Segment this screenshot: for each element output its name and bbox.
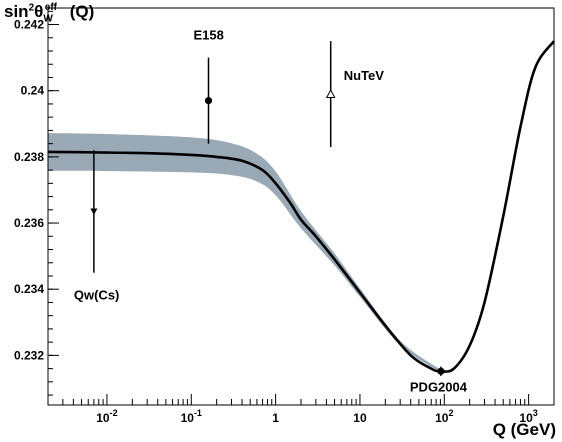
sm-prediction-curve bbox=[47, 40, 556, 373]
data-point-pdg2004: PDG2004 bbox=[410, 366, 468, 394]
point-marker bbox=[90, 208, 98, 215]
point-label: Qw(Cs) bbox=[74, 288, 120, 303]
y-tick-label: 0.236 bbox=[14, 216, 44, 230]
x-tick-label: 103 bbox=[519, 408, 537, 425]
x-axis-label: Q (GeV) bbox=[492, 420, 556, 439]
x-tick-label: 10-1 bbox=[181, 408, 202, 425]
data-point-qw-cs-: Qw(Cs) bbox=[74, 150, 120, 303]
point-marker bbox=[437, 367, 445, 375]
y-tick-label: 0.242 bbox=[14, 18, 44, 32]
point-label: NuTeV bbox=[344, 68, 385, 83]
y-tick-label: 0.232 bbox=[14, 348, 44, 362]
point-marker bbox=[325, 88, 336, 99]
x-tick-label: 1 bbox=[272, 411, 279, 425]
y-tick-label: 0.24 bbox=[21, 84, 45, 98]
data-point-e158: E158 bbox=[193, 28, 224, 144]
x-tick-label: 10-2 bbox=[96, 408, 117, 425]
point-label: PDG2004 bbox=[410, 379, 468, 394]
uncertainty-band bbox=[48, 133, 441, 373]
plot-frame bbox=[47, 7, 555, 406]
y-tick-label: 0.234 bbox=[14, 282, 44, 296]
point-label: E158 bbox=[193, 28, 223, 43]
point-marker bbox=[204, 97, 213, 105]
data-point-nutev: NuTeV bbox=[325, 41, 385, 147]
y-tick-label: 0.238 bbox=[14, 150, 44, 164]
x-tick-label: 102 bbox=[435, 408, 453, 425]
x-tick-label: 10 bbox=[353, 411, 367, 425]
